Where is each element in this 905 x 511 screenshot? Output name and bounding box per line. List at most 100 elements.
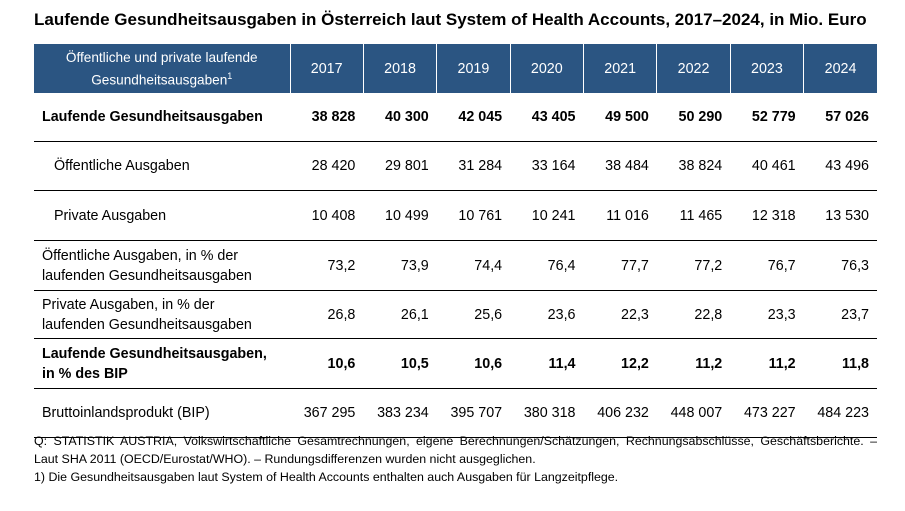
- header-year-2018: 2018: [362, 44, 437, 93]
- row-label-line1: Laufende Gesundheitsausgaben,: [42, 345, 267, 362]
- table-row: Laufende Gesundheitsausgaben 38 828 40 300…: [34, 93, 877, 142]
- row-label: Private Ausgaben, in % der laufenden Gesu…: [34, 290, 290, 339]
- table-cell: 28 420: [290, 141, 364, 191]
- table-cell: 448 007: [656, 388, 731, 438]
- table-cell: 26,1: [363, 290, 437, 339]
- table-cell: 76,4: [510, 240, 584, 291]
- row-label-line1: Private Ausgaben, in % der: [42, 296, 215, 313]
- table-cell: 76,7: [730, 240, 804, 291]
- table-cell: 395 707: [436, 388, 511, 438]
- table-cell: 11 016: [583, 190, 657, 241]
- table-cell: 367 295: [290, 388, 364, 438]
- header-label-line2: Gesundheitsausgaben: [91, 72, 228, 88]
- table-cell: 23,3: [730, 290, 804, 339]
- table-cell: 43 496: [803, 141, 877, 191]
- table-cell: 10,6: [290, 338, 364, 389]
- table-cell: 42 045: [436, 93, 511, 142]
- row-label-line1: Öffentliche Ausgaben, in % der: [42, 247, 239, 264]
- table-cell: 31 284: [436, 141, 511, 191]
- data-table: Öffentliche und private laufende Gesundh…: [34, 44, 877, 438]
- table-cell: 50 290: [656, 93, 731, 142]
- header-year-2020: 2020: [509, 44, 584, 93]
- header-year-2017: 2017: [289, 44, 364, 93]
- table-row: Laufende Gesundheitsausgaben, in % des BI…: [34, 338, 877, 389]
- row-label: Laufende Gesundheitsausgaben, in % des BI…: [34, 338, 290, 389]
- table-cell: 13 530: [803, 190, 877, 241]
- row-label-line1: Öffentliche Ausgaben: [54, 158, 190, 174]
- table-cell: 12 318: [730, 190, 804, 241]
- table-cell: 11,2: [656, 338, 731, 389]
- row-label: Öffentliche Ausgaben, in % der laufenden …: [34, 240, 290, 291]
- notes: Q: STATISTIK AUSTRIA, Volkswirtschaftlic…: [34, 432, 877, 486]
- table-cell: 25,6: [436, 290, 511, 339]
- table-cell: 473 227: [730, 388, 804, 438]
- header-year-2022: 2022: [656, 44, 731, 93]
- row-label-line1: Laufende Gesundheitsausgaben: [42, 109, 263, 125]
- row-label: Öffentliche Ausgaben: [34, 141, 290, 191]
- header-label-cell: Öffentliche und private laufende Gesundh…: [34, 44, 290, 93]
- table-cell: 12,2: [583, 338, 657, 389]
- table-cell: 406 232: [583, 388, 657, 438]
- table-cell: 11,4: [510, 338, 584, 389]
- table-cell: 38 828: [290, 93, 364, 142]
- table-row: Private Ausgaben, in % der laufenden Gesu…: [34, 290, 877, 339]
- table-cell: 57 026: [803, 93, 877, 142]
- table-row: Private Ausgaben 10 408 10 499 10 761 10 241…: [34, 190, 877, 241]
- header-footnote-mark: 1: [227, 70, 233, 81]
- table-row: Bruttoinlandsprodukt (BIP) 367 295 383 234…: [34, 388, 877, 438]
- table-cell: 10,5: [363, 338, 437, 389]
- table-cell: 10,6: [436, 338, 511, 389]
- row-label-line1: Private Ausgaben: [54, 207, 167, 224]
- table-cell: 11 465: [656, 190, 731, 241]
- table-cell: 383 234: [363, 388, 437, 438]
- header-year-2019: 2019: [436, 44, 511, 93]
- table-cell: 33 164: [510, 141, 584, 191]
- header-label-line1: Öffentliche und private laufende: [65, 49, 258, 65]
- header-year-2021: 2021: [582, 44, 657, 93]
- table-cell: 11,8: [803, 338, 877, 389]
- table-cell: 38 824: [656, 141, 731, 191]
- table-cell: 40 461: [730, 141, 804, 191]
- header-row: Öffentliche und private laufende Gesundh…: [34, 44, 877, 93]
- table-cell: 77,7: [583, 240, 657, 291]
- header-year-2023: 2023: [729, 44, 804, 93]
- table-cell: 74,4: [436, 240, 511, 291]
- table-cell: 22,3: [583, 290, 657, 339]
- table-cell: 52 779: [730, 93, 804, 142]
- table-cell: 40 300: [363, 93, 437, 142]
- table-cell: 38 484: [583, 141, 657, 191]
- footnote: 1) Die Gesundheitsausgaben laut System o…: [34, 470, 619, 484]
- table-cell: 76,3: [803, 240, 877, 291]
- row-label: Bruttoinlandsprodukt (BIP): [34, 388, 290, 438]
- row-label-line2: laufenden Gesundheitsausgaben: [42, 267, 252, 284]
- table-cell: 73,2: [290, 240, 364, 291]
- table-cell: 22,8: [656, 290, 731, 339]
- table-cell: 26,8: [290, 290, 364, 339]
- row-label-line1: Bruttoinlandsprodukt (BIP): [42, 405, 210, 421]
- table-cell: 49 500: [583, 93, 657, 142]
- source-note: Q: STATISTIK AUSTRIA, Volkswirtschaftlic…: [34, 434, 877, 466]
- row-label-line2: in % des BIP: [42, 365, 128, 382]
- table-cell: 23,7: [803, 290, 877, 339]
- table-row: Öffentliche Ausgaben 28 420 29 801 31 284 33…: [34, 141, 877, 191]
- table-cell: 484 223: [803, 388, 877, 438]
- table-cell: 10 761: [436, 190, 511, 241]
- table-cell: 29 801: [363, 141, 437, 191]
- table-cell: 11,2: [730, 338, 804, 389]
- table-cell: 380 318: [510, 388, 584, 438]
- row-label: Private Ausgaben: [34, 190, 290, 241]
- table-cell: 10 499: [363, 190, 437, 241]
- table-cell: 10 408: [290, 190, 364, 241]
- table-cell: 23,6: [510, 290, 584, 339]
- table-title: Laufende Gesundheitsausgaben in Österrei…: [34, 10, 867, 29]
- table-cell: 73,9: [363, 240, 437, 291]
- row-label-line2: laufenden Gesundheitsausgaben: [42, 316, 252, 333]
- table-cell: 43 405: [510, 93, 584, 142]
- table-cell: 10 241: [510, 190, 584, 241]
- table-row: Öffentliche Ausgaben, in % der laufenden …: [34, 240, 877, 291]
- row-label: Laufende Gesundheitsausgaben: [34, 93, 290, 142]
- table-body: Laufende Gesundheitsausgaben 38 828 40 300…: [34, 93, 877, 438]
- table-cell: 77,2: [656, 240, 731, 291]
- header-year-2024: 2024: [803, 44, 877, 93]
